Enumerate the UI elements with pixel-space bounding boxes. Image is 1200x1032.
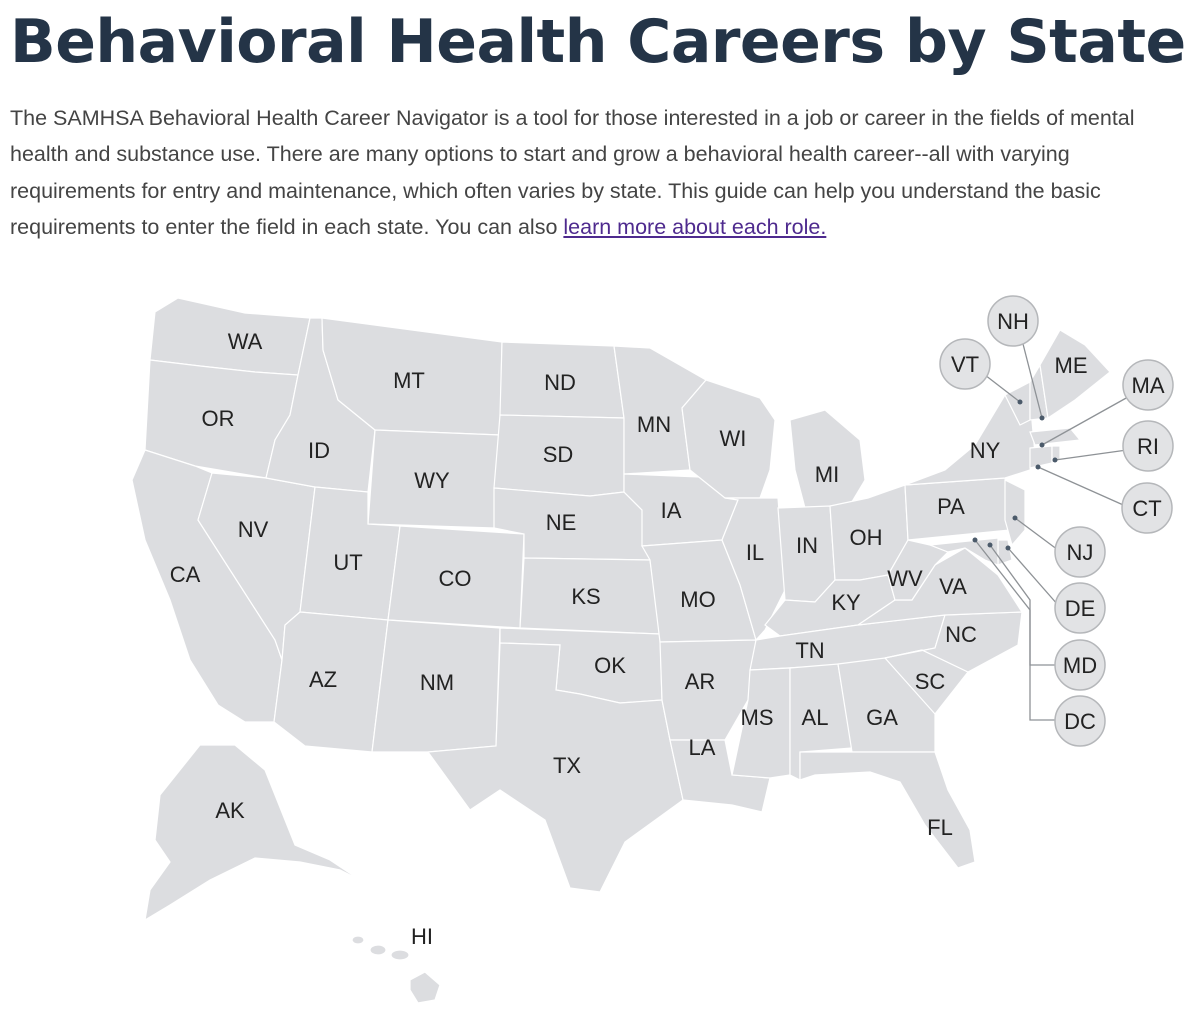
bubble-de[interactable]: DE: [1054, 582, 1106, 634]
state-az[interactable]: [273, 611, 389, 753]
state-ks[interactable]: [519, 557, 661, 635]
state-sd[interactable]: [493, 414, 625, 497]
state-nd[interactable]: [499, 341, 625, 419]
state-wi[interactable]: [681, 379, 776, 499]
state-ar[interactable]: [659, 639, 757, 741]
state-shapes: [131, 297, 1111, 1004]
bubble-ct[interactable]: CT: [1121, 482, 1173, 534]
state-ak[interactable]: [144, 744, 361, 922]
state-me[interactable]: [1039, 329, 1111, 420]
callout-leader-lines: [972, 339, 1131, 721]
state-de[interactable]: [997, 539, 1013, 566]
state-hi[interactable]: [351, 935, 441, 1004]
state-co[interactable]: [387, 525, 525, 629]
state-la[interactable]: [669, 739, 771, 813]
intro-paragraph: The SAMHSA Behavioral Health Career Navi…: [10, 100, 1195, 245]
intro-text: The SAMHSA Behavioral Health Career Navi…: [10, 106, 1135, 239]
state-nj[interactable]: [1004, 479, 1026, 547]
state-nc[interactable]: [884, 611, 1023, 673]
state-mi[interactable]: [789, 409, 866, 509]
state-fl[interactable]: [799, 751, 976, 869]
us-states-map: WA OR CA NV ID MT WY UT AZ CO NM ND SD N…: [131, 295, 1174, 1004]
state-tx[interactable]: [426, 642, 684, 893]
state-wv[interactable]: [887, 539, 950, 601]
bubble-ri[interactable]: RI: [1122, 420, 1174, 472]
state-ma[interactable]: [1029, 427, 1082, 446]
bubble-ma[interactable]: MA: [1122, 359, 1174, 411]
learn-more-link[interactable]: learn more about each role.: [563, 214, 827, 239]
bubble-vt[interactable]: VT: [939, 338, 991, 390]
label-hi: HI: [411, 924, 433, 949]
page-title: Behavioral Health Careers by State: [10, 7, 1186, 77]
state-md[interactable]: [929, 537, 999, 566]
state-in[interactable]: [777, 505, 836, 603]
state-nm[interactable]: [371, 619, 501, 753]
bubble-nh[interactable]: NH: [987, 295, 1039, 347]
bubble-nj[interactable]: NJ: [1054, 526, 1106, 578]
bubble-md[interactable]: MD: [1054, 639, 1106, 691]
bubble-dc[interactable]: DC: [1054, 695, 1106, 747]
state-wy[interactable]: [367, 429, 501, 529]
state-ct[interactable]: [1029, 445, 1053, 469]
